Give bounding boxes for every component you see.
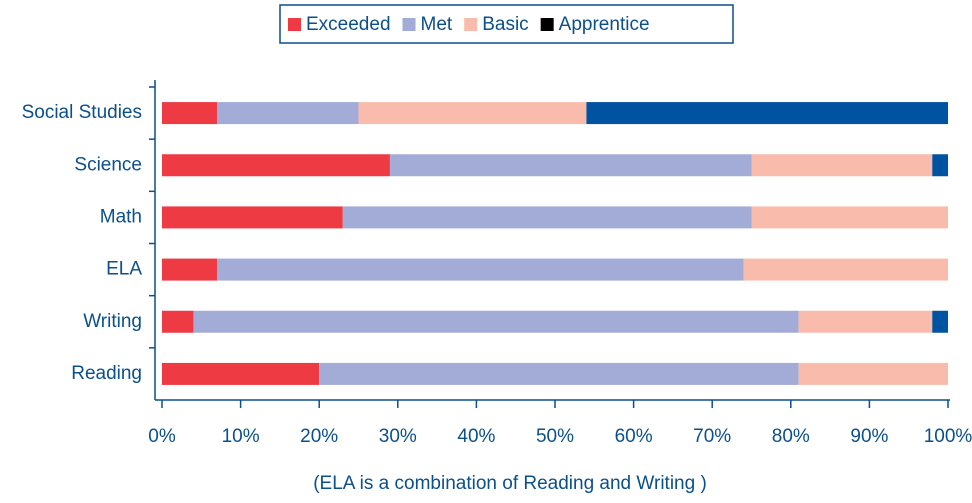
legend-swatch bbox=[464, 18, 478, 31]
y-tick-label: Social Studies bbox=[22, 102, 142, 123]
x-tick-label: 70% bbox=[693, 426, 731, 447]
bar-segment bbox=[193, 310, 799, 333]
legend-swatch bbox=[288, 18, 301, 31]
y-tick-label: ELA bbox=[106, 259, 142, 280]
legend-label: Exceeded bbox=[306, 14, 391, 35]
y-tick-label: Reading bbox=[71, 363, 142, 384]
x-tick-label: 20% bbox=[300, 426, 338, 447]
y-tick-label: Science bbox=[74, 154, 142, 175]
bar-segment bbox=[586, 102, 948, 125]
legend-swatch bbox=[540, 18, 554, 31]
bar-segment bbox=[342, 206, 752, 229]
bar-segment bbox=[319, 362, 799, 385]
bar-segment bbox=[217, 258, 744, 281]
bar-segment bbox=[162, 206, 343, 229]
bar-segment bbox=[751, 206, 948, 229]
y-tick-label: Math bbox=[100, 206, 142, 227]
x-tick-label: 60% bbox=[615, 426, 653, 447]
bar-segment bbox=[217, 102, 359, 125]
bar-segment bbox=[751, 154, 933, 177]
legend-label: Met bbox=[421, 14, 453, 35]
bar-segment bbox=[389, 154, 752, 177]
bar-segment bbox=[162, 102, 218, 125]
legend-label: Apprentice bbox=[559, 14, 650, 35]
x-tick-label: 90% bbox=[850, 426, 888, 447]
bar-segment bbox=[162, 154, 390, 177]
y-tick-label: Writing bbox=[83, 311, 142, 332]
legend-swatch bbox=[402, 18, 416, 31]
bar-segment bbox=[798, 310, 933, 333]
bar-segment bbox=[932, 154, 948, 177]
x-tick-label: 10% bbox=[222, 426, 260, 447]
note: (ELA is a combination of Reading and Wri… bbox=[313, 473, 707, 494]
bar-segment bbox=[162, 310, 194, 333]
x-tick-label: 100% bbox=[924, 426, 972, 447]
bar-segment bbox=[162, 258, 218, 281]
x-tick-label: 50% bbox=[536, 426, 574, 447]
legend-box bbox=[279, 4, 734, 44]
x-tick-label: 0% bbox=[148, 426, 176, 447]
bar-segment bbox=[798, 362, 948, 385]
x-tick-label: 40% bbox=[457, 426, 495, 447]
legend-label: Basic bbox=[482, 14, 528, 35]
bar-segment bbox=[358, 102, 587, 125]
x-tick-label: 80% bbox=[772, 426, 810, 447]
bar-segment bbox=[743, 258, 948, 281]
bar-segment bbox=[162, 362, 320, 385]
bar-segment bbox=[932, 310, 948, 333]
x-tick-label: 30% bbox=[379, 426, 417, 447]
